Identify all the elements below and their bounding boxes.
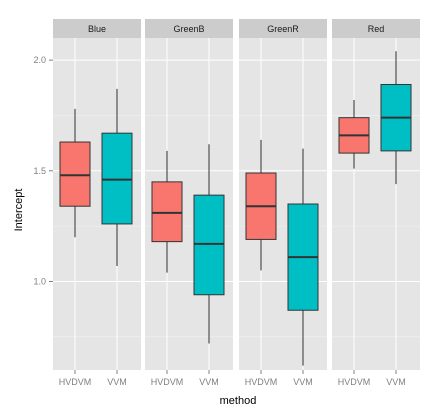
facet-strip-label: GreenB xyxy=(173,24,204,34)
facet-strip xyxy=(239,19,327,38)
y-tick-label: 1.0 xyxy=(33,276,46,286)
x-tick-label: HVDVM xyxy=(338,377,371,387)
facet-strip xyxy=(53,19,141,38)
box-body xyxy=(151,181,183,243)
box-vvm xyxy=(380,51,412,185)
x-tick-label: HVDVM xyxy=(245,377,278,387)
facet-strip-label: Blue xyxy=(88,24,106,34)
facet-panel-blue: Blue HVDVM VVM xyxy=(53,19,141,387)
box-hvdvm xyxy=(151,150,183,273)
x-tick-label: HVDVM xyxy=(151,377,184,387)
box-vvm xyxy=(287,148,319,366)
x-tick-label: VVM xyxy=(386,377,406,387)
facet-panels: Blue HVDVM VVM GreenB HVDVM VVM GreenR HVDVM VVM… xyxy=(53,19,420,387)
x-tick-label: HVDVM xyxy=(59,377,92,387)
y-tick-label: 2.0 xyxy=(33,55,46,65)
box-body xyxy=(193,194,225,296)
facet-panel-red: Red HVDVM VVM xyxy=(332,19,420,387)
facet-strip-label: Red xyxy=(368,24,385,34)
facet-panel-greenb: GreenB HVDVM VVM xyxy=(145,19,233,387)
box-hvdvm xyxy=(338,99,370,169)
y-axis-title: Intercept xyxy=(13,189,25,232)
box-body xyxy=(59,141,91,207)
box-body xyxy=(101,132,133,225)
box-hvdvm xyxy=(245,139,277,271)
x-tick-label: VVM xyxy=(293,377,313,387)
box-hvdvm xyxy=(59,108,91,238)
x-axis-title: method xyxy=(220,395,257,407)
facet-strip-label: GreenR xyxy=(267,24,299,34)
facet-strip xyxy=(145,19,233,38)
box-vvm xyxy=(193,144,225,344)
box-vvm xyxy=(101,88,133,266)
facet-panel-greenr: GreenR HVDVM VVM xyxy=(239,19,327,387)
x-tick-label: VVM xyxy=(199,377,219,387)
y-axis: 1.0 1.5 2.0 xyxy=(33,55,53,286)
facet-strip xyxy=(332,19,420,38)
y-tick-label: 1.5 xyxy=(33,166,46,176)
x-tick-label: VVM xyxy=(107,377,127,387)
